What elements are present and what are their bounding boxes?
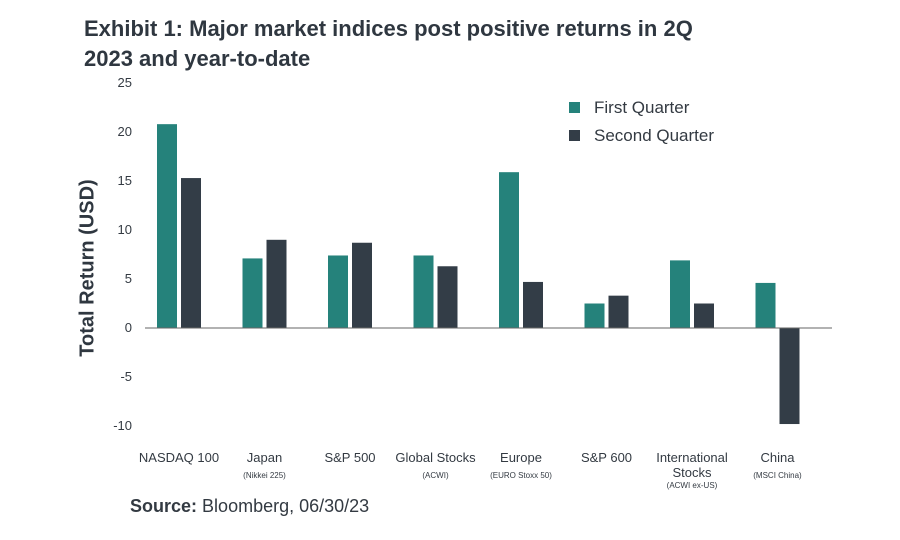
- bar-second-quarter: [694, 303, 714, 328]
- bar-first-quarter: [755, 282, 776, 328]
- bar-second-quarter: [779, 328, 800, 425]
- bar-second-quarter: [352, 242, 372, 328]
- bar-first-quarter: [413, 255, 434, 328]
- source-label: Source:: [130, 496, 198, 516]
- bar-first-quarter: [242, 258, 263, 328]
- category-label: Japan: [247, 450, 282, 465]
- y-tick-label: 5: [125, 271, 132, 286]
- category-label: S&P 500: [324, 450, 375, 465]
- category-label: Stocks: [672, 465, 712, 480]
- bar-first-quarter: [157, 124, 177, 328]
- source-text: Bloomberg, 06/30/23: [202, 496, 370, 516]
- category-sublabel: (EURO Stoxx 50): [490, 471, 552, 480]
- y-tick-label: -5: [120, 369, 132, 384]
- source-note: Source: Bloomberg, 06/30/23: [130, 496, 369, 517]
- bar-second-quarter: [608, 295, 629, 328]
- bar-first-quarter: [670, 260, 690, 328]
- legend-swatch: [569, 130, 580, 141]
- y-tick-label: 20: [118, 124, 132, 139]
- legend-swatch: [569, 102, 580, 113]
- y-tick-label: 0: [125, 320, 132, 335]
- bar-first-quarter: [584, 303, 605, 328]
- bar-second-quarter: [523, 281, 543, 328]
- category-label: S&P 600: [581, 450, 632, 465]
- category-sublabel: (ACWI ex-US): [667, 481, 718, 490]
- category-label: Europe: [500, 450, 542, 465]
- y-tick-label: 15: [118, 173, 132, 188]
- category-label: NASDAQ 100: [139, 450, 219, 465]
- bar-first-quarter: [328, 255, 348, 328]
- legend-label: Second Quarter: [594, 126, 714, 145]
- bar-second-quarter: [266, 239, 287, 328]
- category-label: China: [761, 450, 796, 465]
- category-label: Global Stocks: [395, 450, 476, 465]
- bar-second-quarter: [437, 266, 458, 328]
- bar-second-quarter: [181, 178, 201, 328]
- bar-first-quarter: [499, 172, 519, 328]
- legend-label: First Quarter: [594, 98, 690, 117]
- category-sublabel: (Nikkei 225): [243, 471, 286, 480]
- chart-title: Exhibit 1: Major market indices post pos…: [84, 16, 693, 71]
- category-label: International: [656, 450, 728, 465]
- category-sublabel: (ACWI): [422, 471, 449, 480]
- y-tick-label: -10: [113, 418, 132, 433]
- y-tick-label: 10: [118, 222, 132, 237]
- y-tick-label: 25: [118, 75, 132, 90]
- category-sublabel: (MSCI China): [753, 471, 802, 480]
